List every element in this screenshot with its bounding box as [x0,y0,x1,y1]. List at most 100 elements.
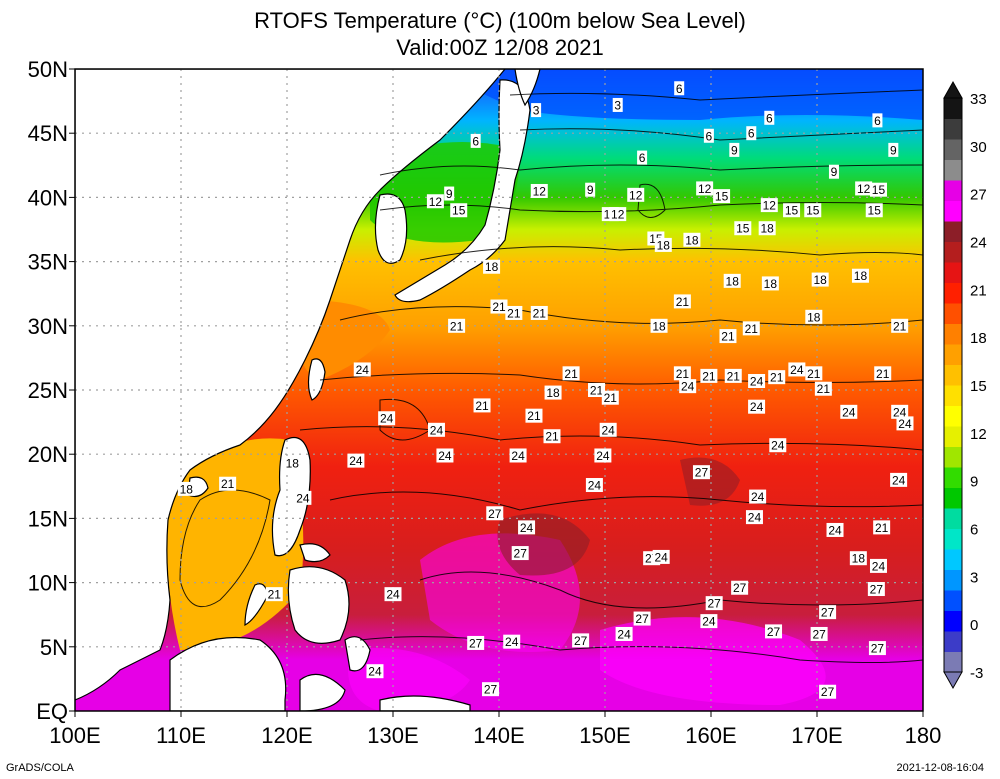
contour-label-bg [353,362,371,377]
contour-label-text: 21 [807,367,821,381]
contour-label: 27 [467,635,485,650]
contour-label-bg [840,404,858,419]
contour-label-bg [470,133,481,148]
contour-label: 3 [531,103,542,118]
contour-label-text: 24 [702,615,716,629]
contour-label: 21 [673,294,691,309]
lat-tick-label: 25N [28,378,68,403]
contour-label: 6 [764,110,775,125]
contour-label-text: 27 [870,583,884,597]
colorbar-swatch [944,569,962,591]
contour-label-bg [826,522,844,537]
colorbar-swatch [944,610,962,632]
contour-label-bg [518,520,536,535]
contour-label-text: 18 [854,269,868,283]
colorbar-label: 27 [970,187,987,204]
colorbar-label: 9 [970,474,978,491]
contour-label-bg [723,273,741,288]
contour-label-text: 27 [871,642,885,656]
contour-label: 21 [700,368,718,383]
contour-label: 24 [585,478,603,493]
contour-label: 12 [627,187,645,202]
contour-label-bg [810,626,828,641]
contour-label-bg [761,276,779,291]
contour-label: 6 [746,126,757,141]
contour-label-bg [874,366,892,381]
land [75,69,541,711]
contour-label-bg [366,664,384,679]
contour-label-bg [819,605,837,620]
contour-label-text: 9 [446,187,453,201]
contour-label-text: 21 [676,295,690,309]
lon-tick-label: 140E [473,723,524,748]
contour-label: 24 [896,416,914,431]
contour-label-bg [872,113,883,128]
contour-label-bg [219,476,237,491]
colorbar-swatch [944,508,962,529]
contour-label-text: 18 [726,274,740,288]
contour-label: 12 [855,181,873,196]
contour-label: 21 [873,520,891,535]
contour-label-text: 24 [368,665,382,679]
contour-label: 6 [470,133,481,148]
contour-label-text: 24 [771,439,785,453]
warm-pool [600,617,826,705]
contour-label-bg [585,478,603,493]
contour-label: 24 [384,587,402,602]
longitude-axis: 100E 110E 120E 130E 140E 150E 160E 170E 180 [49,711,941,748]
contour-label-text: 24 [893,405,907,419]
contour-label-bg [347,453,365,468]
contour-label-text: 12 [533,184,547,198]
contour-label-text: 24 [296,491,310,505]
contour-label: 24 [594,448,612,463]
contour-label-text: 24 [828,523,842,537]
lat-tick-label: 5N [40,635,68,660]
contour-label: 24 [615,626,633,641]
contour-label: 9 [888,142,899,157]
contour-label-text: 15 [872,183,886,197]
contour-label-bg [724,368,742,383]
contour-label-bg [865,203,883,218]
contour-label: 21 [562,366,580,381]
contour-label-bg [531,103,542,118]
contour-label-bg [769,438,787,453]
contour-label: 15 [783,203,801,218]
contour-label-text: 24 [596,449,610,463]
colorbar-label: 21 [970,282,987,299]
contour-label-bg [265,587,283,602]
contour-label-text: 21 [770,371,784,385]
colorbar-swatch [944,282,962,304]
contour-label: 27 [731,580,749,595]
contour-label-bg [764,110,775,125]
contour-label: 9 [729,142,740,157]
colorbar-label: 24 [970,235,987,252]
contour-label-text: 3 [533,104,540,118]
contour-label-text: 21 [876,367,890,381]
contour-label-bg [615,626,633,641]
contour-label-text: 18 [652,319,666,333]
contour-label: 18 [483,259,501,274]
contour-label: 18 [849,551,867,566]
contour-label: 21 [742,321,760,336]
contour-label: 12 [426,194,444,209]
contour-label-bg [851,268,869,283]
contour-label-bg [749,489,767,504]
contour-label-text: 27 [812,627,826,641]
colorbar-swatch [944,180,962,201]
contour-label-text: 6 [874,114,881,128]
contour-label: 24 [436,448,454,463]
contour-label-bg [483,259,501,274]
contour-label-bg [705,596,723,611]
contour-label: 9 [828,164,839,179]
lat-tick-label: 40N [28,185,68,210]
contour-label-bg [758,221,776,236]
colorbar-label: 3 [970,569,978,586]
contour-label: 21 [490,299,508,314]
contour-label: 27 [867,582,885,597]
contour-label-text: 21 [533,306,547,320]
contour-label-bg [543,429,561,444]
contour-label-bg [729,142,740,157]
colorbar-swatch [944,344,962,365]
contour-label-text: 21 [450,319,464,333]
lon-tick-label: 170E [791,723,842,748]
